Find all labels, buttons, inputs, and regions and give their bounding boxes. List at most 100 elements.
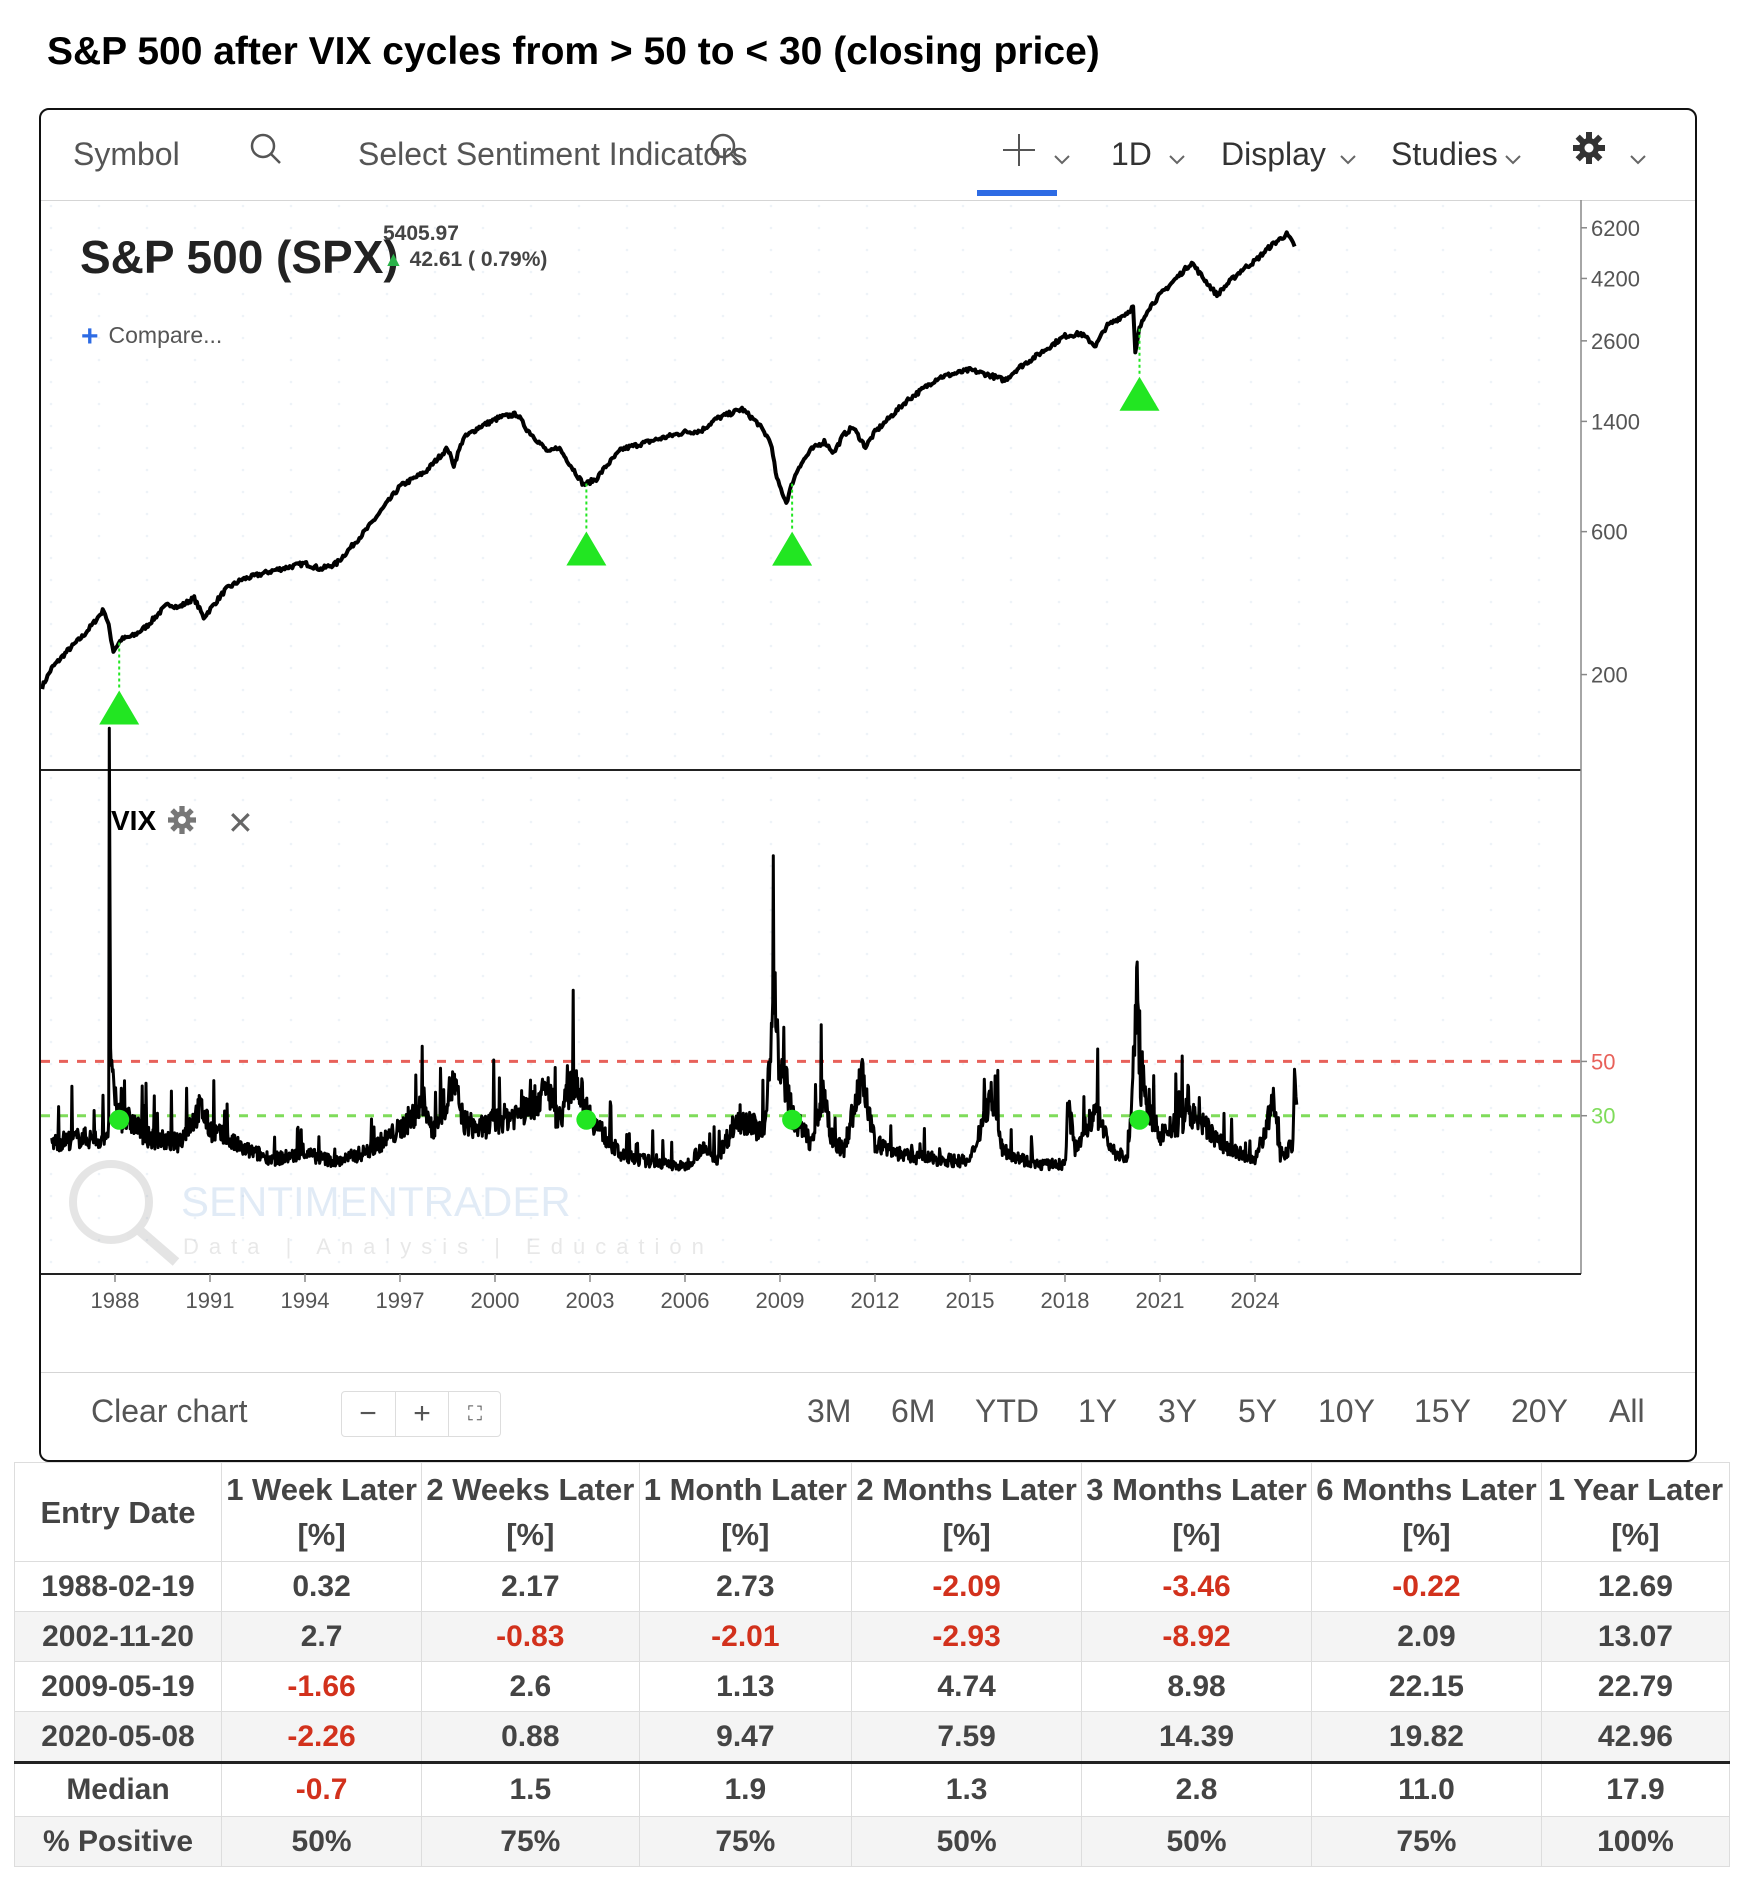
grid-dot — [577, 204, 581, 208]
grid-dot — [865, 1040, 869, 1044]
studies-menu[interactable]: Studies — [1391, 136, 1498, 172]
search-icon[interactable] — [249, 132, 283, 166]
grid-dot — [1153, 930, 1157, 934]
range-ytd[interactable]: YTD — [975, 1393, 1039, 1429]
grid-dot — [481, 1150, 485, 1154]
grid-dot — [625, 424, 629, 428]
grid-dot — [529, 314, 533, 318]
gear-icon[interactable] — [168, 806, 196, 834]
grid-dot — [49, 996, 53, 1000]
grid-dot — [721, 1084, 725, 1088]
signal-dot-marker[interactable] — [109, 1109, 130, 1130]
grid-dot — [865, 336, 869, 340]
grid-dot — [1249, 248, 1253, 252]
grid-dot — [1297, 446, 1301, 450]
search-icon[interactable] — [709, 132, 743, 166]
grid-dot — [1441, 490, 1445, 494]
grid-dot — [1537, 534, 1541, 538]
zoom-in-button[interactable]: + — [395, 1392, 448, 1436]
grid-dot — [97, 908, 101, 912]
signal-dot-marker[interactable] — [782, 1109, 803, 1130]
grid-dot — [1297, 1172, 1301, 1176]
chevron-down-icon[interactable] — [1168, 154, 1186, 166]
range-3m[interactable]: 3M — [807, 1393, 852, 1429]
chevron-down-icon[interactable] — [1629, 154, 1647, 166]
compare-button[interactable]: + Compare... — [81, 320, 222, 354]
range-20y[interactable]: 20Y — [1511, 1393, 1568, 1429]
signal-triangle-marker[interactable] — [566, 531, 607, 566]
grid-dot — [1393, 1216, 1397, 1220]
signal-dot-marker[interactable] — [1129, 1109, 1150, 1130]
close-icon[interactable]: ✕ — [227, 805, 254, 841]
grid-dot — [337, 798, 341, 802]
grid-dot — [1297, 512, 1301, 516]
grid-dot — [529, 556, 533, 560]
grid-dot — [289, 468, 293, 472]
symbol-input[interactable]: Symbol — [73, 136, 180, 172]
grid-dot — [289, 1172, 293, 1176]
grid-dot — [577, 842, 581, 846]
signal-dot-marker[interactable] — [576, 1109, 597, 1130]
grid-dot — [337, 886, 341, 890]
grid-dot — [673, 358, 677, 362]
chevron-down-icon[interactable] — [1504, 154, 1522, 166]
grid-dot — [433, 556, 437, 560]
grid-dot — [769, 204, 773, 208]
sentiment-indicator-input[interactable]: Select Sentiment Indicators — [358, 136, 748, 172]
grid-dot — [433, 314, 437, 318]
interval-select[interactable]: 1D — [1111, 136, 1152, 172]
grid-dot — [913, 886, 917, 890]
grid-dot — [145, 556, 149, 560]
grid-dot — [337, 908, 341, 912]
signal-triangle-marker[interactable] — [772, 531, 813, 566]
grid-dot — [385, 358, 389, 362]
grid-dot — [1057, 688, 1061, 692]
grid-dot — [241, 666, 245, 670]
grid-dot — [385, 908, 389, 912]
grid-dot — [337, 864, 341, 868]
grid-dot — [529, 534, 533, 538]
grid-dot — [289, 622, 293, 626]
clear-chart-button[interactable]: Clear chart — [91, 1393, 248, 1429]
range-1y[interactable]: 1Y — [1078, 1393, 1118, 1429]
grid-dot — [1297, 1084, 1301, 1088]
zoom-out-button[interactable]: − — [359, 1397, 377, 1430]
range-all[interactable]: All — [1609, 1393, 1645, 1429]
grid-dot — [385, 1106, 389, 1110]
grid-dot — [673, 1062, 677, 1066]
gear-icon[interactable] — [1573, 132, 1605, 164]
range-15y[interactable]: 15Y — [1414, 1393, 1471, 1429]
signal-triangle-marker[interactable] — [99, 690, 140, 725]
display-menu[interactable]: Display — [1221, 136, 1326, 172]
column-header: 1 Week Later [%] — [220, 1462, 422, 1562]
grid-dot — [913, 842, 917, 846]
range-5y[interactable]: 5Y — [1238, 1393, 1278, 1429]
grid-dot — [1105, 798, 1109, 802]
grid-dot — [529, 336, 533, 340]
chevron-down-icon[interactable] — [1053, 154, 1071, 166]
grid-dot — [433, 666, 437, 670]
grid-dot — [97, 1128, 101, 1132]
value-cell: 2.6 — [421, 1661, 639, 1712]
x-tick-label: 2012 — [851, 1288, 900, 1313]
crosshair-icon[interactable] — [1001, 132, 1037, 168]
grid-dot — [1009, 1018, 1013, 1022]
grid-dot — [529, 754, 533, 758]
fullscreen-icon[interactable]: ⛶ — [448, 1392, 501, 1436]
grid-dot — [577, 820, 581, 824]
grid-dot — [1537, 886, 1541, 890]
range-3y[interactable]: 3Y — [1158, 1393, 1198, 1429]
grid-dot — [1057, 974, 1061, 978]
grid-dot — [1489, 1128, 1493, 1132]
chevron-down-icon[interactable] — [1339, 154, 1357, 166]
range-10y[interactable]: 10Y — [1318, 1393, 1375, 1429]
grid-dot — [1297, 1260, 1301, 1264]
signal-triangle-marker[interactable] — [1119, 376, 1160, 411]
grid-dot — [1201, 732, 1205, 736]
grid-dot — [1297, 1128, 1301, 1132]
grid-dot — [49, 336, 53, 340]
grid-dot — [865, 358, 869, 362]
range-6m[interactable]: 6M — [891, 1393, 936, 1429]
grid-dot — [1201, 798, 1205, 802]
